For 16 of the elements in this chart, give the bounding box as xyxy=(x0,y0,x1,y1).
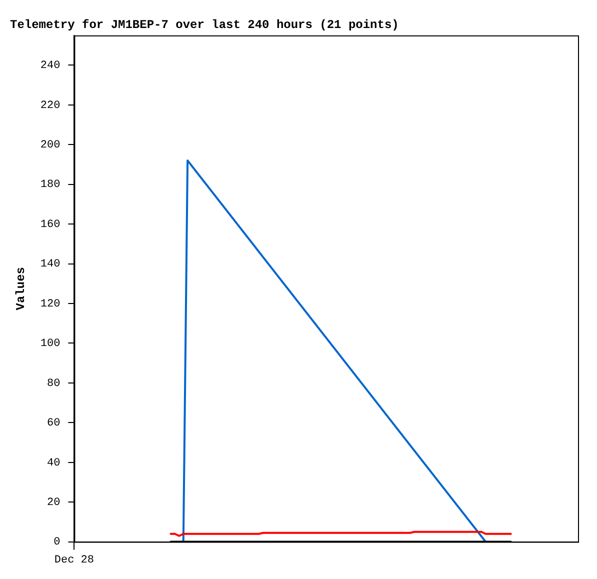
y-tick-label: 180 xyxy=(40,179,60,192)
y-tick-label: 0 xyxy=(54,536,60,549)
y-tick-label: 20 xyxy=(47,496,60,509)
y-tick-label: 220 xyxy=(40,100,60,112)
y-tick-label: 100 xyxy=(40,338,60,350)
y-tick-label: 40 xyxy=(47,457,60,470)
y-tick-label: 200 xyxy=(40,140,60,152)
x-tick-label: Dec 28 xyxy=(54,554,94,566)
y-tick-label: 160 xyxy=(40,218,60,231)
y-tick-label: 80 xyxy=(47,378,60,390)
y-tick-label: 240 xyxy=(40,60,60,72)
y-axis-title: Values xyxy=(14,266,28,310)
chart-title: Telemetry for JM1BEP-7 over last 240 hours (21 points) xyxy=(10,18,399,32)
y-tick-label: 60 xyxy=(47,418,60,430)
y-tick-label: 120 xyxy=(40,298,60,310)
y-tick-label: 140 xyxy=(40,258,60,271)
